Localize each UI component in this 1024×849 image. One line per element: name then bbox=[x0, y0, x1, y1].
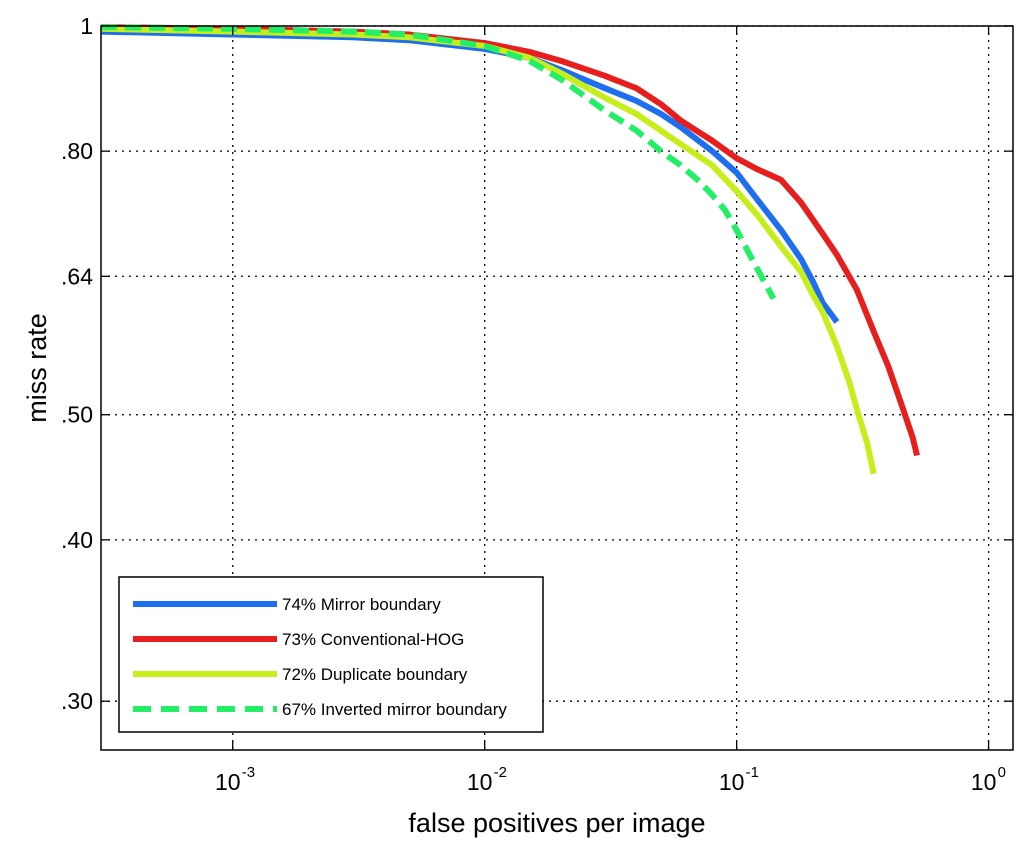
series-line-2 bbox=[100, 25, 877, 475]
legend: 74% Mirror boundary 73% Conventional-HOG 7… bbox=[118, 576, 544, 733]
x-axis-title: false positives per image bbox=[408, 808, 705, 838]
x-tick-exponent-3: 0 bbox=[998, 764, 1006, 781]
y-tick-label-0: .30 bbox=[61, 688, 93, 714]
plot-frame bbox=[100, 25, 1014, 751]
x-tick-label-1: 10 bbox=[467, 769, 493, 795]
x-tick-exponent-2: -1 bbox=[746, 764, 759, 781]
x-tick-label-0: 10 bbox=[215, 769, 241, 795]
series-line-3 bbox=[100, 24, 777, 301]
legend-label-0: 74% Mirror boundary bbox=[282, 595, 441, 614]
y-tick-label-1: .40 bbox=[61, 527, 93, 553]
x-tick-exponent-1: -2 bbox=[494, 764, 507, 781]
y-tick-label-2: .50 bbox=[61, 402, 93, 428]
x-tick-label-3: 10 bbox=[971, 769, 997, 795]
y-tick-label-3: .64 bbox=[61, 263, 93, 289]
axis-ticks: 10 -3 10 -2 10 -1 10 0.30.40.50.64.801 bbox=[61, 13, 1013, 795]
plot-series bbox=[100, 24, 920, 475]
x-tick-label-2: 10 bbox=[719, 769, 745, 795]
y-tick-label-5: 1 bbox=[80, 13, 93, 39]
x-tick-exponent-0: -3 bbox=[242, 764, 255, 781]
y-tick-label-4: .80 bbox=[61, 138, 93, 164]
legend-label-3: 67% Inverted mirror boundary bbox=[282, 700, 507, 719]
legend-label-2: 72% Duplicate boundary bbox=[282, 665, 468, 684]
legend-label-1: 73% Conventional-HOG bbox=[282, 630, 464, 649]
y-axis-title: miss rate bbox=[22, 313, 52, 423]
